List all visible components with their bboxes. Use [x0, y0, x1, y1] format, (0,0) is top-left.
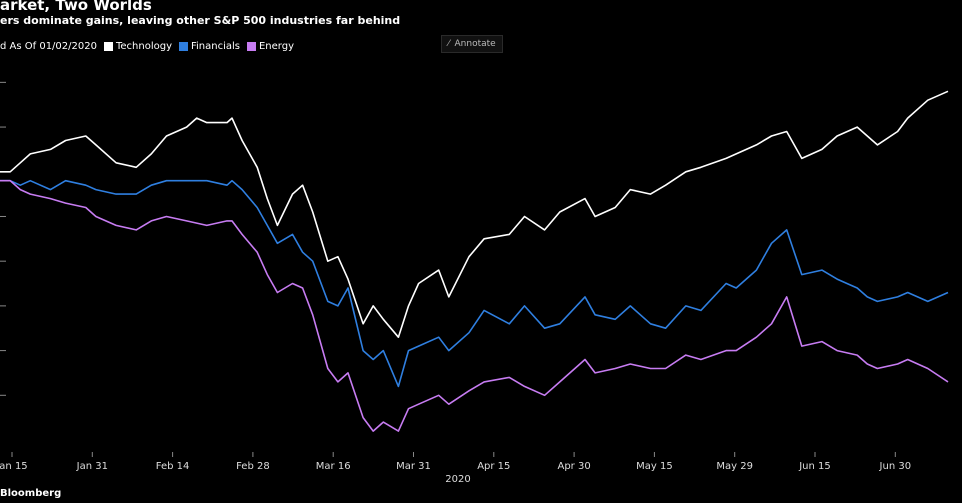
legend-label-financials: Financials: [190, 41, 240, 52]
chart-subtitle: ers dominate gains, leaving other S&P 50…: [0, 14, 401, 27]
x-tick-label: Apr 15: [477, 461, 510, 472]
x-tick-label: Mar 31: [396, 461, 431, 472]
legend-label-energy: Energy: [258, 41, 294, 52]
x-tick-label: May 15: [636, 461, 673, 472]
legend-prefix-label: d As Of 01/02/2020: [0, 41, 97, 52]
legend-item-financials[interactable]: Financials: [178, 41, 240, 52]
series-line-energy: [0, 179, 949, 432]
x-tick-label: May 29: [716, 461, 753, 472]
legend-swatch-energy: [246, 42, 256, 51]
x-tick-label: Jan 31: [76, 461, 108, 472]
pencil-icon: ⁄: [448, 39, 450, 49]
x-tick-label: Feb 28: [236, 461, 270, 472]
legend-label-technology: Technology: [115, 41, 172, 52]
series-line-financials: [0, 179, 949, 388]
x-tick-label: Mar 16: [316, 461, 351, 472]
x-tick-label: Apr 30: [557, 461, 590, 472]
legend-swatch-technology: [103, 42, 113, 51]
x-tick-label: Feb 14: [156, 461, 190, 472]
legend-swatch-financials: [178, 42, 188, 51]
legend-prefix: d As Of 01/02/2020: [0, 41, 97, 52]
legend-item-energy[interactable]: Energy: [246, 41, 294, 52]
legend-item-technology[interactable]: Technology: [103, 41, 172, 52]
source-label: Bloomberg: [0, 488, 62, 499]
annotate-button[interactable]: ⁄ Annotate: [441, 35, 503, 53]
x-tick-label: Jun 15: [798, 461, 831, 472]
series-line-technology: [0, 90, 949, 339]
x-tick-label: Jan 15: [0, 461, 28, 472]
x-tick-label: Jun 30: [879, 461, 912, 472]
annotate-label: Annotate: [454, 39, 496, 49]
x-axis-year-label: 2020: [445, 474, 470, 485]
chart-title: arket, Two Worlds: [0, 0, 152, 14]
chart-legend: d As Of 01/02/2020 Technology Financials…: [0, 41, 301, 52]
